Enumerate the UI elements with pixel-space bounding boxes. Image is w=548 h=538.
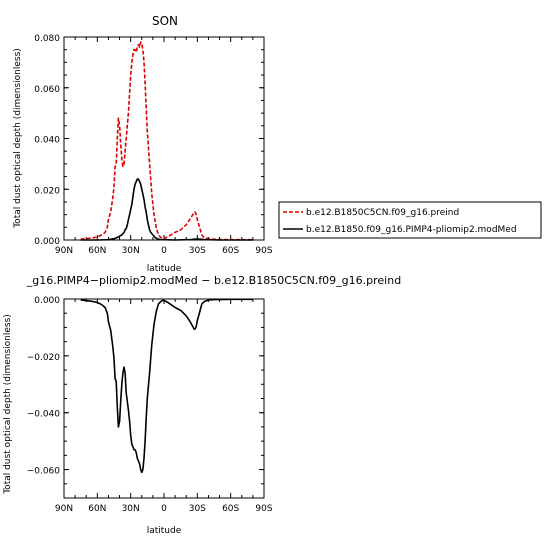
bottom-y-tick-label: −0.020 — [27, 353, 61, 363]
top-panel: SON Total dust optical depth (dimensionl… — [13, 14, 273, 274]
bottom-x-tick-label: 60N — [88, 504, 106, 514]
top-y-tick-label: 0.000 — [34, 237, 60, 247]
top-y-tick-label: 0.020 — [34, 186, 60, 196]
top-x-tick-label: 30N — [122, 246, 140, 256]
top-x-tick-label: 0 — [161, 246, 167, 256]
bottom-panel-x-axis-label: latitude — [147, 526, 182, 536]
top-x-tick-label: 60S — [222, 246, 239, 256]
bottom-panel-title: _g16.PIMP4−pliomip2.modMed − b.e12.B1850… — [26, 274, 401, 287]
legend: b.e12.B1850C5CN.f09_g16.preind b.e12.B18… — [278, 201, 542, 239]
bottom-x-tick-label: 30S — [189, 504, 206, 514]
top-y-tick-label: 0.060 — [34, 85, 60, 95]
legend-label-pliomip: b.e12.B1850.f09_g16.PIMP4-pliomip2.modMe… — [306, 225, 517, 235]
bottom-x-tick-label: 30N — [122, 504, 140, 514]
top-panel-title: SON — [152, 14, 178, 28]
top-panel-plot-area: 90N 60N 30N 0 30S 60S 90S 0.000 0.020 0.040 0.060 0… — [34, 34, 273, 256]
bottom-x-tick-label: 90S — [255, 504, 272, 514]
top-x-tick-label: 30S — [189, 246, 206, 256]
top-x-tick-label: 90N — [55, 246, 73, 256]
bottom-y-tick-label: −0.040 — [27, 410, 61, 420]
bottom-x-tick-label: 0 — [161, 504, 167, 514]
legend-box — [278, 201, 542, 239]
top-x-tick-label: 60N — [88, 246, 106, 256]
top-y-tick-label: 0.080 — [34, 34, 60, 44]
bottom-plot-frame — [63, 298, 265, 499]
top-plot-frame — [63, 36, 265, 241]
top-x-tick-label: 90S — [255, 246, 272, 256]
top-panel-x-axis-label: latitude — [147, 264, 182, 274]
bottom-y-tick-label: −0.060 — [27, 467, 61, 477]
bottom-y-tick-label: 0.000 — [34, 296, 60, 306]
bottom-panel-plot-area: 90N 60N 30N 0 30S 60S 90S 0.000 −0.020 −0.040 −0.0… — [27, 296, 273, 514]
top-series-line-1 — [80, 178, 253, 241]
top-y-tick-label: 0.040 — [34, 136, 60, 146]
bottom-x-tick-label: 60S — [222, 504, 239, 514]
bottom-x-tick-label: 90N — [55, 504, 73, 514]
bottom-series-line-0 — [80, 298, 253, 474]
bottom-panel-y-axis-label: Total dust optical depth (dimensionless) — [3, 314, 13, 495]
bottom-panel: _g16.PIMP4−pliomip2.modMed − b.e12.B1850… — [3, 274, 401, 536]
top-series-line-0 — [80, 41, 253, 241]
top-panel-y-axis-label: Total dust optical depth (dimensionless) — [13, 48, 23, 229]
legend-label-preind: b.e12.B1850C5CN.f09_g16.preind — [306, 208, 459, 218]
